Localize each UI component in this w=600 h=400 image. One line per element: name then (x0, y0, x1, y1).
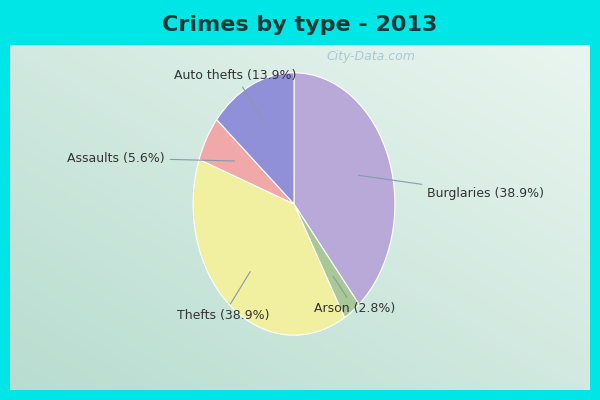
Wedge shape (294, 73, 395, 304)
Wedge shape (294, 204, 359, 318)
Wedge shape (217, 73, 294, 204)
Text: City-Data.com: City-Data.com (326, 50, 415, 63)
Wedge shape (193, 160, 344, 335)
Text: Assaults (5.6%): Assaults (5.6%) (67, 152, 235, 164)
Text: Crimes by type - 2013: Crimes by type - 2013 (163, 15, 437, 35)
Wedge shape (199, 120, 294, 204)
Text: Thefts (38.9%): Thefts (38.9%) (177, 272, 269, 322)
Text: Burglaries (38.9%): Burglaries (38.9%) (358, 175, 544, 200)
Text: Auto thefts (13.9%): Auto thefts (13.9%) (174, 69, 296, 124)
Text: Arson (2.8%): Arson (2.8%) (314, 276, 395, 316)
